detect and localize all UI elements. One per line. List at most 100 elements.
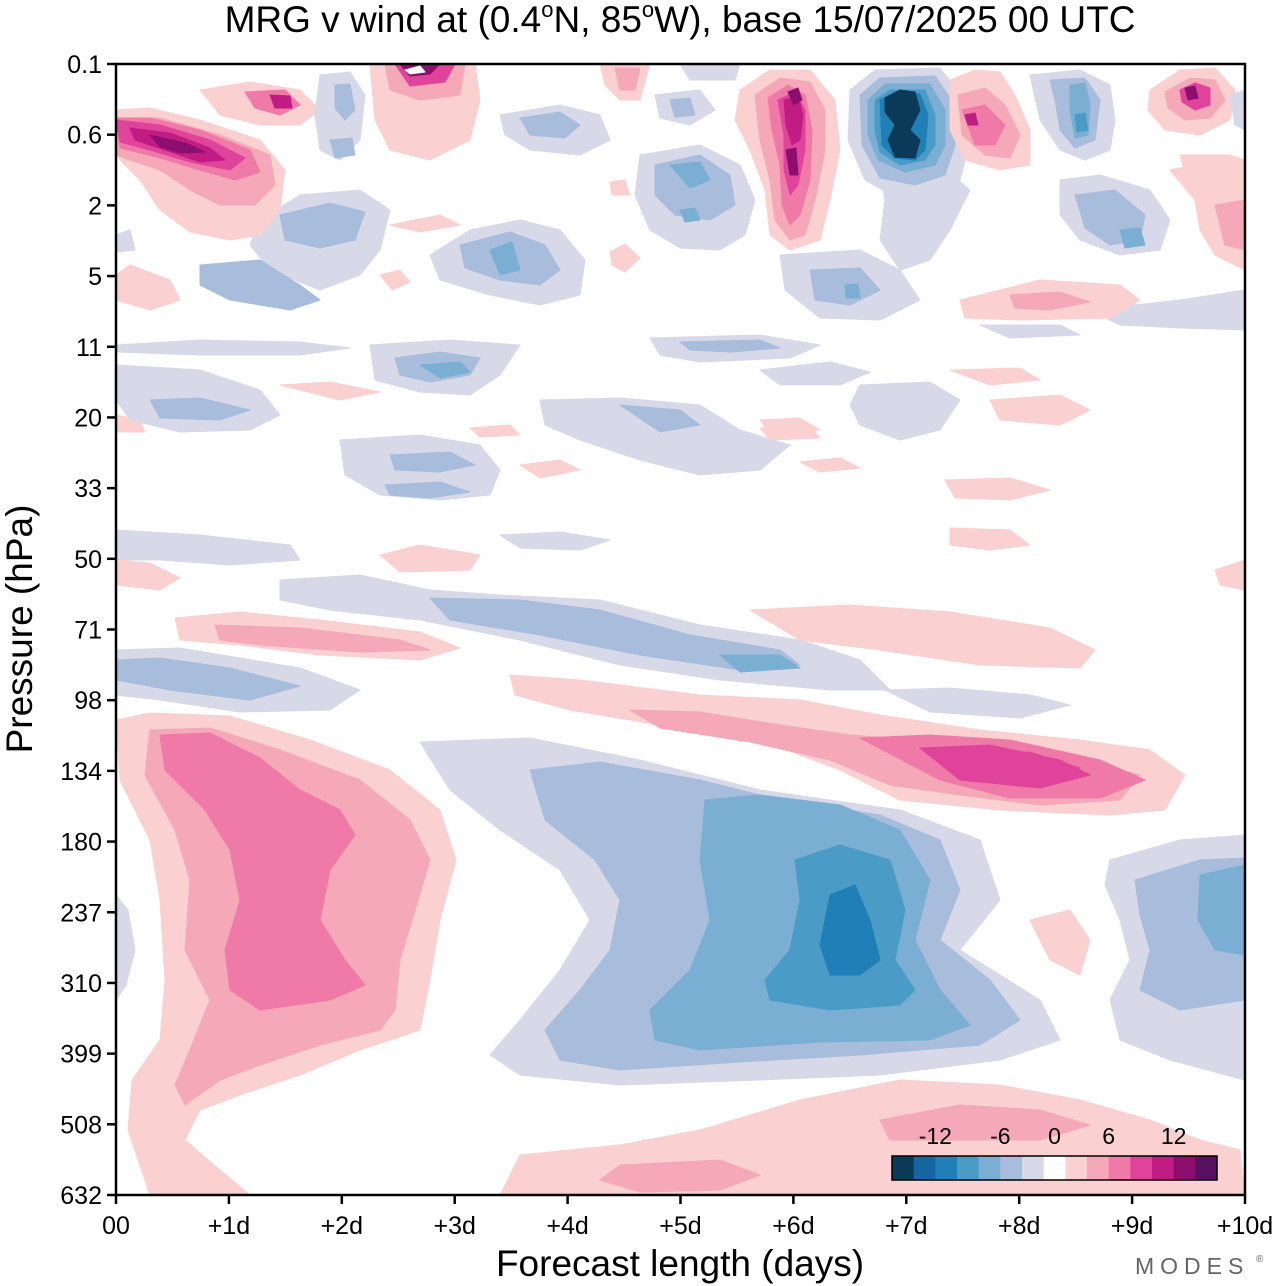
strat-patch [949,367,1041,386]
colorbar-swatch [935,1156,958,1180]
y-tick-label: 399 [60,1041,102,1069]
y-tick-label: 134 [60,758,102,786]
negative-column-core [884,89,921,159]
colorbar-swatch [957,1156,980,1180]
strat-patch [799,457,861,473]
modes-logo: MODES [1135,1253,1249,1279]
strat-positive-core [969,751,1081,781]
strat-patch [1214,559,1245,591]
y-tick-label: 0.1 [67,51,102,79]
x-tick-label: +7d [885,1212,927,1240]
negative-patch [116,229,136,253]
strat-negative-patch [849,381,961,441]
x-tick-label: +10d [1217,1212,1273,1240]
strat-patch [759,425,821,441]
strat-patch [499,531,611,551]
strat-patch [279,381,381,401]
y-tick-label: 20 [74,404,102,432]
x-tick-label: +2d [321,1212,363,1240]
strat-patch [384,481,471,499]
positive-column [785,147,799,176]
positive-lobe-inner [159,732,366,1011]
colorbar-label: -6 [990,1123,1010,1149]
surface-positive [599,1159,761,1193]
negative-patch [1229,89,1245,131]
top-negative [334,83,356,121]
colorbar-label: 0 [1048,1123,1061,1149]
strat-patch [949,527,1031,551]
y-tick-label: 98 [74,687,102,715]
upper-negative-core [679,207,701,223]
colorbar-swatch [1130,1156,1153,1180]
colorbar-frame [891,1155,1218,1181]
colorbar-label: 6 [1102,1123,1115,1149]
band-11 [116,339,351,356]
top-negative [669,97,696,118]
colorbar-label: 12 [1161,1123,1187,1149]
x-tick-label: +8d [998,1212,1040,1240]
upper-positive [1214,199,1245,251]
x-tick-label: +9d [1111,1212,1153,1240]
y-tick-label: 180 [60,829,102,857]
band-5-11 [1089,289,1245,331]
band-11 [679,339,781,353]
y-tick-label: 632 [60,1182,102,1210]
band-11-20 [149,397,251,421]
strat-patch [116,529,301,566]
strat-positive [214,624,431,653]
registered-mark: ® [1256,1254,1264,1265]
colorbar-swatch [1108,1156,1131,1180]
upper-positive [1009,291,1091,311]
x-tick-label: +4d [546,1212,588,1240]
y-axis-ticks: 0.1 0.6 2 5 11 20 33 50 71 98 134 180 237 310 399 508 63… [60,51,116,1210]
strat-patch [519,459,581,479]
colorbar-swatch [1065,1156,1088,1180]
x-tick-label: +1d [208,1212,250,1240]
y-tick-label: 33 [74,475,102,503]
top-gap [404,65,426,75]
right-negative-inner [1197,864,1245,956]
x-tick-label: +3d [433,1212,475,1240]
upper-negative-core [489,241,521,276]
colorbar-swatch [1087,1156,1110,1180]
strat-patch [469,424,521,438]
band-11-core [419,361,471,379]
colorbar-swatch [1195,1156,1218,1180]
colorbar-label: -12 [919,1123,952,1149]
x-tick-label: +5d [659,1212,701,1240]
top-negative [519,111,581,139]
y-tick-label: 237 [60,899,102,927]
positive-patch [1029,909,1091,976]
y-tick-label: 310 [60,970,102,998]
upper-positive [389,214,461,233]
top-positive-core [149,134,206,154]
y-tick-label: 508 [60,1111,102,1139]
strat-negative-patch [884,687,1071,719]
colorbar-swatch [892,1156,915,1180]
top-positive [269,94,293,109]
negative-lobe-core [819,884,881,976]
y-tick-label: 11 [76,334,102,362]
title-degree-1: o [541,0,553,22]
colorbar-swatch [1173,1156,1196,1180]
upper-negative-core [1119,227,1146,249]
y-tick-label: 5 [88,263,102,291]
colorbar: -12 -6 0 6 12 [891,1123,1218,1181]
colorbar-swatch [1022,1156,1045,1180]
y-tick-label: 50 [74,546,102,574]
strat-negative-patch [539,397,791,476]
x-axis-ticks: 00 +1d +2d +3d +4d +5d +6d +7d +8d +9d +10d [102,1195,1273,1240]
colorbar-swatch [978,1156,1001,1180]
strat-patch [116,559,181,591]
colorbar-swatch [1000,1156,1023,1180]
top-negative [329,137,356,159]
upper-negative [199,259,321,311]
positive-column [964,112,979,126]
y-tick-label: 71 [74,617,102,645]
top-negative [679,64,741,81]
strat-positive-band [749,604,1096,669]
colorbar-swatch [1043,1156,1066,1180]
band-11 [759,361,871,386]
strat-patch [989,394,1091,426]
